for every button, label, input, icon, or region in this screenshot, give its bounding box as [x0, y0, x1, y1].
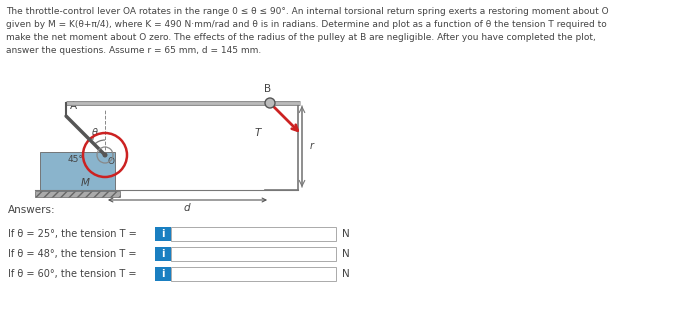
Text: N: N [342, 229, 350, 239]
Text: A: A [70, 101, 77, 111]
Text: O: O [108, 157, 115, 166]
Text: i: i [161, 229, 164, 239]
Text: N: N [342, 269, 350, 279]
Text: The throttle-control lever OA rotates in the range 0 ≤ θ ≤ 90°. An internal tors: The throttle-control lever OA rotates in… [6, 7, 608, 16]
FancyBboxPatch shape [171, 247, 336, 261]
Text: answer the questions. Assume r = 65 mm, d = 145 mm.: answer the questions. Assume r = 65 mm, … [6, 46, 261, 55]
FancyBboxPatch shape [155, 267, 171, 281]
Text: If θ = 25°, the tension T =: If θ = 25°, the tension T = [8, 229, 136, 239]
Text: i: i [161, 249, 164, 259]
Text: If θ = 60°, the tension T =: If θ = 60°, the tension T = [8, 269, 136, 279]
Circle shape [102, 153, 108, 157]
Text: 45°: 45° [67, 156, 83, 164]
Text: i: i [161, 269, 164, 279]
FancyBboxPatch shape [171, 227, 336, 241]
Text: B: B [265, 84, 272, 94]
Text: r: r [92, 132, 96, 142]
Text: d: d [183, 203, 190, 213]
FancyBboxPatch shape [171, 267, 336, 281]
Text: given by M = K(θ+π/4), where K = 490 N·mm/rad and θ is in radians. Determine and: given by M = K(θ+π/4), where K = 490 N·m… [6, 20, 607, 29]
Text: Answers:: Answers: [8, 205, 55, 215]
Circle shape [265, 98, 275, 108]
Text: make the net moment about O zero. The effects of the radius of the pulley at B a: make the net moment about O zero. The ef… [6, 33, 596, 42]
Text: θ: θ [92, 128, 98, 138]
Text: r: r [310, 141, 314, 151]
Text: If θ = 48°, the tension T =: If θ = 48°, the tension T = [8, 249, 136, 259]
Text: N: N [342, 249, 350, 259]
Bar [40, 152, 115, 192]
Text: M: M [80, 178, 90, 188]
FancyBboxPatch shape [155, 247, 171, 261]
FancyBboxPatch shape [155, 227, 171, 241]
Text: T: T [255, 128, 261, 138]
Bar [35, 191, 120, 197]
